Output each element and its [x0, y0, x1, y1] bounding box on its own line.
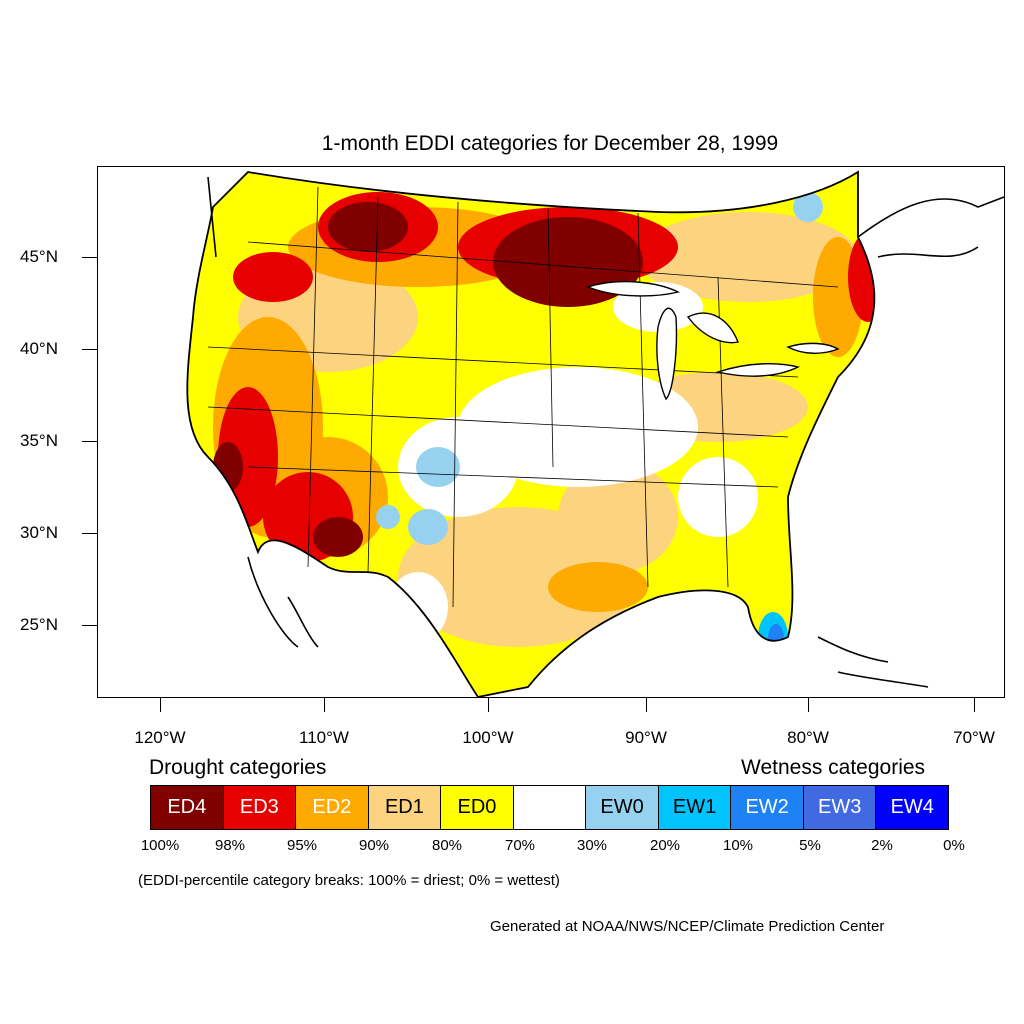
credit-line: Generated at NOAA/NWS/NCEP/Climate Predi…	[490, 918, 885, 935]
break-label: 10%	[722, 837, 754, 854]
lat-tick	[82, 625, 97, 626]
lat-tick	[82, 349, 97, 350]
lon-label-90: 90°W	[625, 728, 667, 747]
lon-label-80: 80°W	[787, 728, 829, 747]
legend-ew0: EW0	[586, 786, 659, 829]
legend-ed0: ED0	[441, 786, 514, 829]
legend-ed2: ED2	[296, 786, 369, 829]
state-boundaries	[207, 186, 839, 608]
category-break-note: (EDDI-percentile category breaks: 100% =…	[138, 872, 560, 889]
lat-tick	[82, 533, 97, 534]
break-label: 95%	[286, 837, 318, 854]
break-label: 5%	[799, 837, 821, 854]
legend-ew4: EW4	[876, 786, 949, 829]
break-label: 90%	[358, 837, 390, 854]
legend-ed4: ED4	[151, 786, 224, 829]
lat-label-35: 35°N	[20, 431, 58, 450]
legend-ew1: EW1	[658, 786, 732, 829]
break-label: 100%	[140, 837, 180, 854]
lon-tick	[974, 697, 975, 712]
lat-tick	[82, 441, 97, 442]
neighbor-coastlines	[207, 176, 1004, 688]
legend-normal	[513, 786, 587, 829]
lon-label-70: 70°W	[953, 728, 995, 747]
break-label: 80%	[431, 837, 463, 854]
great-lakes	[585, 280, 840, 401]
map-frame	[97, 166, 1005, 698]
legend-ew2: EW2	[731, 786, 804, 829]
conus-eddi-map	[186, 170, 1004, 697]
lon-tick	[160, 697, 161, 712]
lon-tick	[808, 697, 809, 712]
category-fill	[187, 172, 875, 697]
lat-label-45: 45°N	[20, 247, 58, 266]
break-label: 20%	[649, 837, 681, 854]
legend-ew3: EW3	[803, 786, 877, 829]
lon-label-100: 100°W	[462, 728, 514, 747]
legend-ed1: ED1	[368, 786, 442, 829]
lon-label-110: 110°W	[299, 728, 349, 747]
break-label: 30%	[576, 837, 608, 854]
lon-tick	[488, 697, 489, 712]
lon-label-120: 120°W	[134, 728, 186, 747]
lat-tick	[82, 257, 97, 258]
drought-categories-title: Drought categories	[149, 756, 327, 779]
break-label: 2%	[871, 837, 893, 854]
lat-label-30: 30°N	[20, 523, 58, 542]
break-label: 70%	[504, 837, 536, 854]
coastline	[186, 170, 876, 697]
lat-label-25: 25°N	[20, 615, 58, 634]
break-label: 0%	[943, 837, 965, 854]
break-label: 98%	[214, 837, 246, 854]
category-legend: ED4 ED3 ED2 ED1 ED0 EW0 EW1 EW2 EW3 EW4	[150, 785, 949, 830]
lon-tick	[646, 697, 647, 712]
wetness-categories-title: Wetness categories	[741, 756, 926, 779]
map-title: 1-month EDDI categories for December 28,…	[321, 132, 779, 155]
lon-tick	[324, 697, 325, 712]
legend-ed3: ED3	[223, 786, 297, 829]
lat-label-40: 40°N	[20, 339, 58, 358]
